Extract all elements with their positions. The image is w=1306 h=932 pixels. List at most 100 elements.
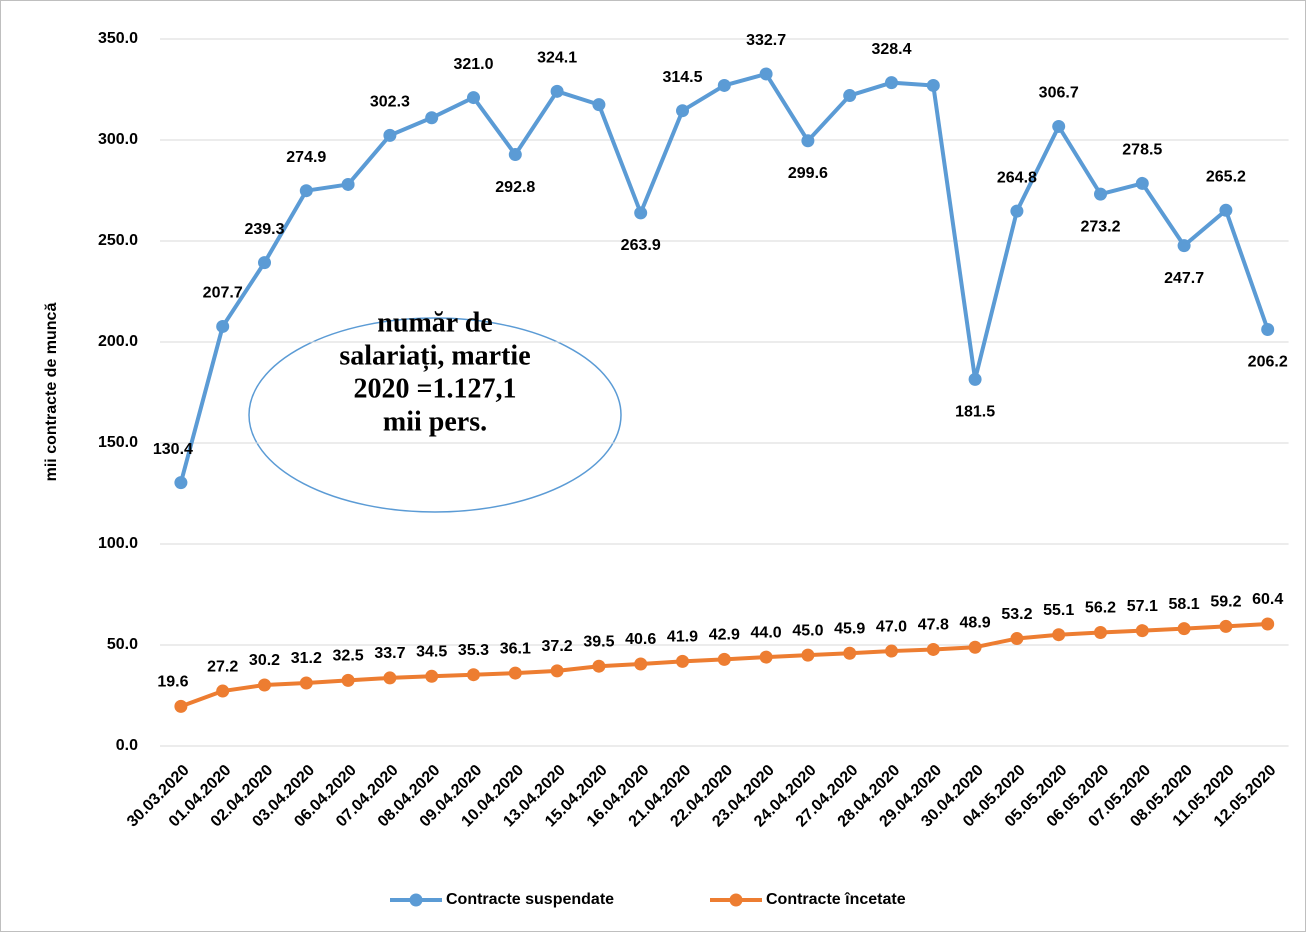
data-label: 264.8	[997, 169, 1037, 186]
data-point	[1261, 617, 1275, 631]
data-label: 34.5	[416, 644, 447, 661]
data-label: 37.2	[542, 638, 573, 655]
data-point	[550, 84, 564, 98]
data-point	[801, 134, 815, 148]
data-label: 44.0	[751, 624, 782, 641]
data-label: 265.2	[1206, 169, 1246, 186]
data-label: 55.1	[1043, 602, 1074, 619]
data-point	[508, 148, 522, 162]
data-label: 56.2	[1085, 600, 1116, 617]
data-label: 247.7	[1164, 270, 1204, 287]
data-point	[383, 128, 397, 142]
data-label: 207.7	[203, 285, 243, 302]
y-tick-label: 0.0	[116, 737, 138, 754]
data-point	[299, 184, 313, 198]
annotation-text: număr de	[377, 307, 492, 338]
data-label: 206.2	[1248, 354, 1288, 371]
data-label: 273.2	[1080, 218, 1120, 235]
data-label: 41.9	[667, 629, 698, 646]
data-point	[341, 177, 355, 191]
data-label: 321.0	[453, 56, 493, 73]
data-point	[216, 319, 230, 333]
data-point	[926, 642, 940, 656]
data-label: 181.5	[955, 404, 995, 421]
data-label: 299.6	[788, 165, 828, 182]
data-point	[968, 372, 982, 386]
data-point	[717, 78, 731, 92]
data-label: 263.9	[621, 237, 661, 254]
data-label: 27.2	[207, 658, 238, 675]
data-point	[467, 91, 480, 105]
data-label: 42.9	[709, 627, 740, 644]
data-point	[341, 673, 355, 687]
data-point	[634, 206, 648, 220]
data-point	[1177, 239, 1191, 253]
data-point	[843, 646, 857, 660]
data-label: 302.3	[370, 94, 410, 111]
data-point	[258, 256, 271, 270]
y-tick-label: 50.0	[107, 636, 138, 653]
data-label: 35.3	[458, 642, 489, 659]
data-label: 36.1	[500, 640, 531, 657]
data-point	[1219, 203, 1233, 217]
data-label: 306.7	[1039, 85, 1079, 102]
data-point	[1052, 628, 1066, 642]
data-label: 19.6	[157, 674, 188, 691]
y-tick-label: 300.0	[98, 131, 138, 148]
data-point	[425, 111, 439, 125]
data-point	[1052, 119, 1066, 133]
y-tick-label: 150.0	[98, 434, 138, 451]
data-point	[885, 76, 898, 90]
legend-marker	[729, 893, 743, 907]
legend-label: Contracte suspendate	[446, 891, 614, 908]
data-label: 45.0	[792, 622, 823, 639]
data-label: 324.1	[537, 50, 577, 67]
data-point	[1135, 624, 1149, 638]
data-point	[467, 668, 480, 682]
data-label: 33.7	[374, 645, 405, 662]
data-point	[676, 104, 689, 118]
data-point	[383, 671, 397, 685]
data-point	[174, 699, 188, 713]
data-label: 47.8	[918, 617, 949, 634]
data-label: 31.2	[291, 650, 322, 667]
data-label: 314.5	[662, 69, 702, 86]
data-point	[843, 89, 857, 103]
data-point	[1219, 619, 1233, 633]
data-point	[1261, 322, 1275, 336]
data-label: 130.4	[153, 441, 193, 458]
data-point	[258, 678, 271, 692]
data-label: 278.5	[1122, 142, 1162, 159]
data-point	[216, 684, 230, 698]
data-point	[1094, 187, 1107, 201]
data-point	[1010, 632, 1024, 646]
data-label: 32.5	[333, 648, 364, 665]
data-point	[1177, 622, 1191, 636]
data-point	[550, 664, 564, 678]
data-point	[717, 652, 731, 666]
data-label: 57.1	[1127, 598, 1158, 615]
annotation-text: mii pers.	[383, 406, 487, 437]
data-label: 45.9	[834, 621, 865, 638]
data-label: 292.8	[495, 179, 535, 196]
data-label: 274.9	[286, 149, 326, 166]
data-label: 332.7	[746, 32, 786, 49]
data-label: 328.4	[871, 41, 911, 58]
data-point	[1094, 625, 1107, 639]
data-point	[1135, 176, 1149, 190]
y-tick-label: 350.0	[98, 30, 138, 47]
data-label: 48.9	[960, 614, 991, 631]
data-label: 39.5	[583, 633, 614, 650]
data-point	[425, 669, 439, 683]
y-tick-label: 100.0	[98, 535, 138, 552]
data-point	[299, 676, 313, 690]
annotation-text: 2020 =1.127,1	[354, 373, 517, 404]
data-point	[592, 98, 606, 112]
y-axis-label: mii contracte de muncă	[43, 303, 60, 482]
y-tick-label: 200.0	[98, 333, 138, 350]
data-point	[592, 659, 606, 673]
data-point	[801, 648, 815, 662]
annotation-text: salariați, martie	[339, 340, 530, 371]
